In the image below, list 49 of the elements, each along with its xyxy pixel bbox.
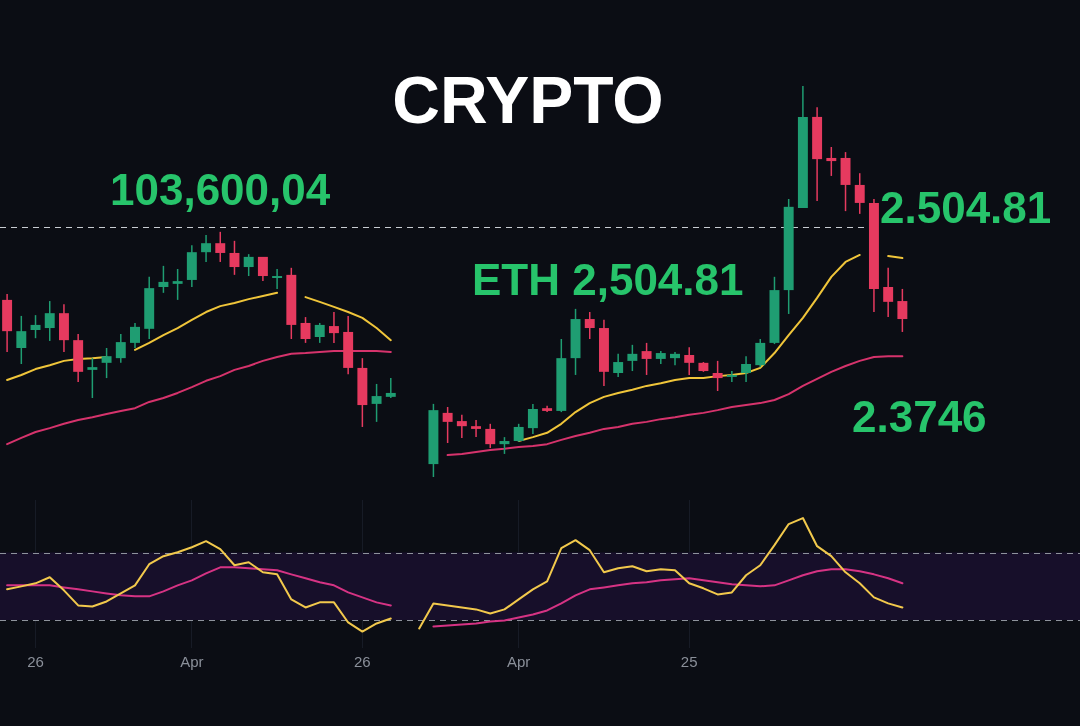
candlestick — [158, 265, 169, 294]
chart-title: CRYPTO — [392, 63, 664, 137]
candlestick — [314, 322, 325, 344]
candlestick — [456, 414, 467, 439]
candlestick — [670, 351, 680, 366]
candlestick — [201, 234, 212, 263]
candlestick — [257, 256, 268, 282]
candlestick — [215, 231, 226, 263]
candlestick — [101, 347, 112, 379]
candlestick — [442, 406, 453, 444]
candlestick — [300, 316, 311, 344]
candlestick — [584, 311, 595, 340]
candlestick — [243, 253, 254, 277]
candlestick — [115, 333, 126, 364]
candlestick — [130, 322, 140, 349]
annotation: 2.3746 — [852, 392, 987, 441]
candlestick — [272, 268, 283, 290]
candlestick — [172, 268, 183, 301]
candlestick — [30, 314, 41, 339]
x-tick-label: 25 — [680, 653, 698, 671]
candlestick — [684, 346, 695, 376]
candlestick — [44, 300, 55, 342]
ref-line-label: 2.504.81 — [880, 183, 1052, 233]
candlestick — [741, 355, 752, 383]
candlestick — [755, 338, 766, 368]
candlestick — [627, 344, 638, 372]
x-tick-label: Apr — [180, 653, 204, 671]
candlestick — [712, 360, 723, 392]
candlestick — [485, 423, 496, 449]
candlestick — [328, 311, 339, 344]
annotation: 103,600,04 — [110, 165, 331, 214]
candlestick — [613, 353, 624, 378]
x-tick-label: 26 — [354, 653, 371, 671]
x-tick-label: Apr — [507, 653, 531, 671]
candlestick — [527, 403, 538, 435]
candlestick — [16, 315, 27, 365]
candlestick — [826, 146, 837, 177]
candlestick — [371, 383, 382, 423]
annotation: ETH 2,504.81 — [472, 255, 744, 304]
candlestick — [726, 370, 737, 383]
candlestick — [883, 267, 894, 318]
candlestick — [87, 357, 98, 399]
candlestick — [641, 342, 652, 376]
candlestick — [385, 377, 396, 399]
candlestick — [471, 419, 482, 438]
candlestick — [229, 240, 240, 276]
candlestick — [897, 288, 908, 333]
x-tick-label: 26 — [27, 653, 44, 671]
candlestick — [854, 172, 865, 215]
